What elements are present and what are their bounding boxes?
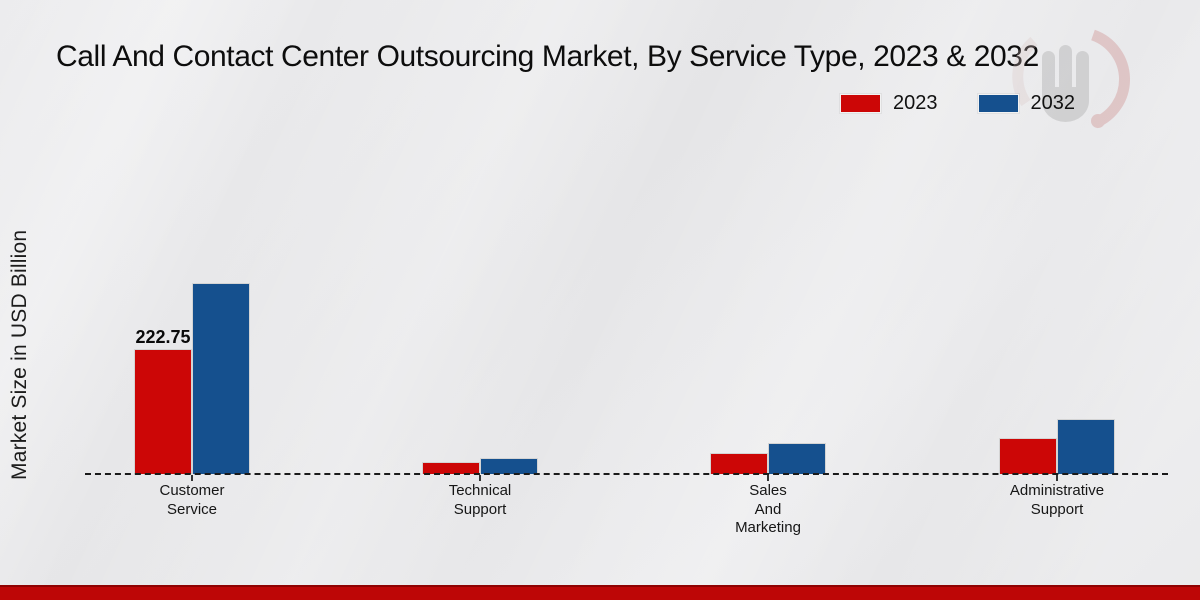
chart-title: Call And Contact Center Outsourcing Mark… (56, 40, 1039, 73)
x-tick-label-sales-and-marketing: Sales And Marketing (735, 482, 801, 536)
x-axis-baseline (85, 473, 1168, 475)
bar-2023-sales-and-marketing (710, 453, 768, 474)
x-tick-label-technical-support: Technical Support (448, 482, 512, 518)
bar-2032-administrative-support (1057, 419, 1115, 474)
legend-swatch-2023-icon (840, 94, 881, 113)
footer-band (0, 585, 1200, 600)
x-tick-label-administrative-support: Administrative Support (1009, 482, 1105, 518)
legend-label-2032: 2032 (1030, 92, 1076, 114)
bar-2032-technical-support (480, 458, 538, 474)
bar-2023-customer-service (134, 349, 192, 474)
bar-value-label: 222.75 (135, 327, 191, 347)
bar-2023-technical-support (422, 462, 480, 474)
x-axis-tick (191, 475, 193, 481)
legend: 2023 2032 (840, 92, 1075, 115)
legend-label-2023: 2023 (893, 92, 938, 114)
legend-item-2032: 2032 (977, 92, 1076, 115)
x-axis-tick (479, 475, 481, 481)
bar-2032-sales-and-marketing (768, 443, 826, 474)
bar-2032-customer-service (192, 283, 250, 474)
x-axis-tick (1056, 475, 1058, 481)
x-axis-tick (767, 475, 769, 481)
legend-item-2023: 2023 (840, 92, 938, 115)
x-tick-label-customer-service: Customer Service (159, 482, 225, 518)
bar-2023-administrative-support (999, 438, 1057, 474)
legend-swatch-2032-icon (977, 94, 1019, 113)
